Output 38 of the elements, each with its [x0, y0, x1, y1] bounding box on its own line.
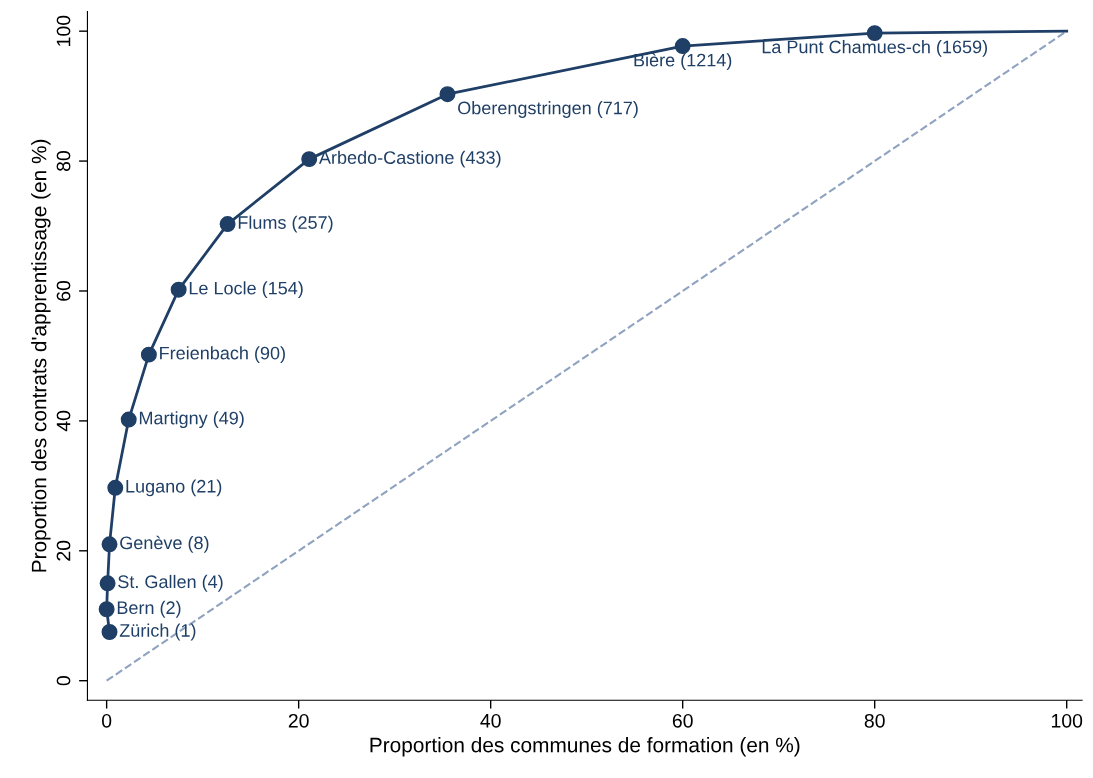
point [140, 346, 157, 363]
annotation: Bern (2) [117, 600, 181, 618]
x-tick-label: 100 [1051, 713, 1083, 728]
annotation: Freienbach (90) [160, 346, 285, 364]
y-tick-label: 60 [56, 280, 71, 301]
point [99, 575, 116, 592]
annotation: Flums (257) [238, 215, 333, 233]
point [101, 536, 118, 553]
x-tick-label: 0 [101, 713, 112, 728]
y-tick-label: 80 [56, 151, 71, 172]
x-tick-label: 80 [864, 713, 885, 728]
annotation: La Punt Chamues-ch (1659) [762, 40, 987, 57]
point [120, 411, 137, 428]
annotation: Le Locle (154) [189, 281, 303, 299]
x-axis-title: Proportion des communes de formation (en %) [370, 737, 800, 757]
y-tick-label: 100 [56, 15, 71, 46]
point [107, 479, 124, 496]
point [98, 601, 115, 618]
y-tick-label: 0 [56, 676, 71, 686]
x-tick-label: 20 [288, 713, 309, 728]
annotation: Genève (8) [120, 535, 209, 553]
x-tick-label: 40 [480, 713, 501, 728]
point [219, 216, 236, 233]
point [439, 86, 456, 103]
annotation: Oberengstringen (717) [458, 101, 638, 118]
annotation: Martigny (49) [139, 411, 244, 429]
y-tick-label: 20 [56, 540, 71, 561]
annotation: St. Gallen (4) [118, 574, 223, 592]
annotation: Zürich (1) [119, 623, 196, 641]
point [101, 624, 118, 640]
y-tick-label: 40 [56, 410, 71, 432]
point [301, 151, 318, 168]
y-axis-title: Proportion des contrats d'apprentissage (en %) [31, 139, 51, 572]
x-tick-label: 60 [672, 713, 693, 728]
annotation: Arbedo-Castione (433) [318, 150, 501, 168]
point [674, 38, 691, 55]
point [170, 281, 187, 298]
annotation: Lugano (21) [126, 479, 222, 497]
